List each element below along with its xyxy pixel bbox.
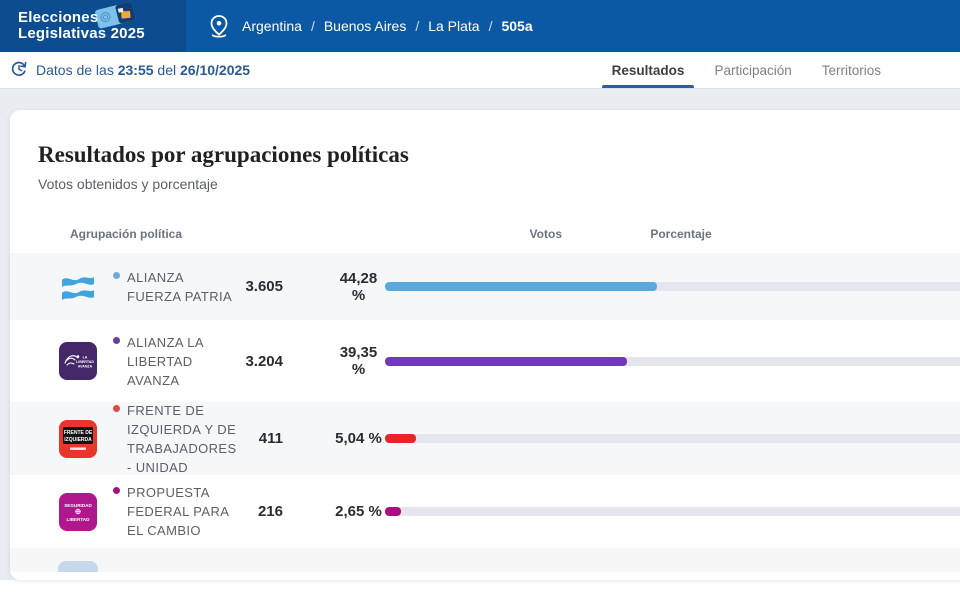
- breadcrumb-separator: /: [415, 18, 420, 34]
- party-bullet-dot: [113, 336, 120, 344]
- party-logo-icon: [58, 267, 98, 307]
- party-votes: 3.204: [245, 352, 283, 370]
- breadcrumb-separator: /: [310, 18, 315, 34]
- percent-bar-fill: [384, 356, 627, 366]
- page-title: Resultados por agrupaciones políticas: [38, 142, 409, 167]
- party-votes: 411: [258, 430, 283, 447]
- table-row: SEGURIDAD LIBERTAD SEGURIDAD LIBERTAD SE…: [10, 475, 960, 548]
- percent-bar: [384, 282, 960, 291]
- party-percent: 5,04 %: [335, 430, 382, 447]
- percent-bar-track: [384, 434, 960, 443]
- svg-text:LIBERTAD: LIBERTAD: [67, 517, 91, 522]
- column-header-votes: Votos: [529, 227, 562, 241]
- timestamp-time: 23:55: [117, 62, 154, 78]
- party-name: ALIANZA LA LIBERTAD AVANZA: [127, 334, 204, 388]
- party-logo-icon: LA LIBERTAD AVANZA LA LIBERTAD LA LIBERT…: [58, 341, 98, 381]
- brand-line2: Legislativas 2025: [18, 25, 145, 42]
- main-content: Resultados por agrupaciones políticas Vo…: [0, 89, 960, 580]
- refresh-clock-icon: [10, 60, 28, 81]
- status-tabs-bar: Datos de las 23:55 del 26/10/2025 Result…: [0, 52, 960, 89]
- percent-bar-track: [384, 507, 960, 516]
- tab-territorios[interactable]: Territorios: [812, 52, 891, 88]
- party-votes: 216: [257, 503, 283, 520]
- party-name: ALIANZA FUERZA PATRIA: [127, 269, 233, 304]
- results-card: Resultados por agrupaciones políticas Vo…: [10, 110, 960, 580]
- location-pin-icon: [208, 14, 230, 39]
- column-header-percent: Porcentaje: [650, 227, 712, 241]
- breadcrumb-province[interactable]: Buenos Aires: [323, 18, 407, 34]
- app-header: Elecciones Legislativas 2025 Argentina /…: [0, 0, 960, 52]
- breadcrumb-city[interactable]: La Plata: [428, 18, 480, 34]
- party-bullet-dot: [113, 271, 120, 279]
- svg-text:AVANZA: AVANZA: [78, 365, 93, 369]
- party-percent: 2,65 %: [335, 503, 382, 520]
- percent-bar: [384, 507, 960, 516]
- svg-text:SEGURIDAD: SEGURIDAD: [64, 503, 92, 508]
- svg-text:LA: LA: [83, 356, 88, 360]
- party-name: PROPUESTA FEDERAL PARA EL CAMBIO: [127, 485, 229, 538]
- table-row: FRENTE DE IZQUIERDA FRENTE DE IZQUIERDA …: [10, 402, 960, 475]
- breadcrumb-current-section: 505a: [501, 18, 533, 34]
- breadcrumb-separator: /: [488, 18, 493, 34]
- table-row: LA LIBERTAD AVANZA LA LIBERTAD LA LIBERT…: [10, 320, 960, 402]
- party-percent: 44,28 %: [339, 269, 378, 304]
- party-bullet-dot: [113, 404, 120, 412]
- timestamp-date: 26/10/2025: [180, 62, 251, 78]
- percent-bar: [384, 356, 960, 366]
- percent-bar-fill: [384, 507, 402, 516]
- tab-participacion[interactable]: Participación: [704, 52, 801, 88]
- results-table: ALIANZA FUERZA PATRIA 3.605 44,28 % LA L…: [10, 253, 960, 548]
- table-row: ALIANZA FUERZA PATRIA 3.605 44,28 %: [10, 253, 960, 320]
- percent-bar-track: [384, 282, 960, 291]
- table-row-partial: [10, 548, 960, 572]
- party-logo-partial: [58, 561, 98, 572]
- party-logo-icon: SEGURIDAD LIBERTAD SEGURIDAD LIBERTAD SE…: [58, 492, 98, 532]
- party-percent: 39,35 %: [339, 344, 378, 378]
- brand-line1: Elecciones: [18, 9, 99, 26]
- ballot-icon: [92, 1, 144, 34]
- timestamp-prefix: Datos de las: [36, 62, 114, 78]
- percent-bar-fill: [384, 282, 658, 291]
- table-header: Agrupación política Votos Porcentaje: [10, 215, 960, 253]
- percent-bar: [384, 434, 960, 443]
- tab-resultados[interactable]: Resultados: [601, 52, 695, 88]
- percent-bar-track: [384, 356, 960, 366]
- data-timestamp: Datos de las 23:55 del 26/10/2025: [0, 52, 250, 88]
- page-subtitle: Votos obtenidos y porcentaje: [38, 176, 218, 192]
- view-tabs: Resultados Participación Territorios: [601, 52, 891, 88]
- svg-text:LIBERTAD: LIBERTAD: [76, 360, 94, 364]
- svg-text:IZQUIERDA: IZQUIERDA: [64, 437, 92, 443]
- party-votes: 3.605: [245, 278, 283, 295]
- party-logo-icon: FRENTE DE IZQUIERDA FRENTE DE IZQUIERDA …: [58, 419, 98, 459]
- breadcrumb: Argentina / Buenos Aires / La Plata / 50…: [186, 0, 960, 52]
- percent-bar-fill: [384, 434, 416, 443]
- breadcrumb-country[interactable]: Argentina: [242, 18, 302, 34]
- brand-logo[interactable]: Elecciones Legislativas 2025: [0, 0, 186, 52]
- timestamp-mid: del: [157, 62, 177, 78]
- svg-text:FRENTE DE: FRENTE DE: [64, 430, 93, 436]
- party-bullet-dot: [113, 487, 120, 494]
- column-header-party: Agrupación política: [70, 227, 183, 241]
- party-name: FRENTE DE IZQUIERDA Y DE TRABAJADORES - …: [127, 402, 237, 475]
